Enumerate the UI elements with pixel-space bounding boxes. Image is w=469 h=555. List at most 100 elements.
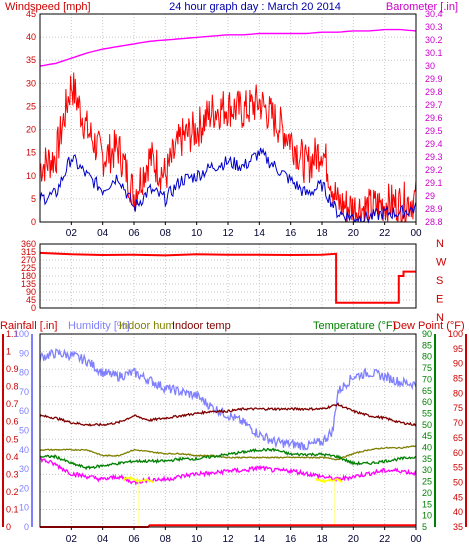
- climate-panel-xtick-label: 00: [410, 534, 422, 545]
- windspeed-axis-tick-label: 15: [26, 148, 36, 158]
- windspeed-axis-tick-label: 25: [26, 101, 36, 111]
- climate-panel-xtick-label: 14: [254, 534, 266, 545]
- humidity-axis-bar: [31, 334, 33, 527]
- climate-panel-xtick-label: 08: [160, 534, 172, 545]
- barometer-axis-tick-label: 30: [425, 61, 435, 71]
- windspeed-axis-tick-label: 45: [26, 9, 36, 19]
- wind-panel-xtick-label: 22: [379, 228, 391, 239]
- climate-panel-xtick-label: 02: [66, 534, 78, 545]
- temperature-axis-tick-label: 70: [422, 374, 432, 384]
- temperature-axis-tick-label: 50: [422, 420, 432, 430]
- direction-axis-tick-label: 315: [21, 247, 36, 257]
- indoor-temp-line: [39, 402, 417, 427]
- dewpoint-highlight-line: [315, 477, 343, 484]
- barometer-axis-tick-label: 29.9: [425, 74, 443, 84]
- wind-panel-xtick-label: 18: [316, 228, 328, 239]
- temperature-axis-tick-label: 85: [422, 340, 432, 350]
- barometer-line: [39, 28, 417, 67]
- direction-axis-tick-label: 180: [21, 271, 36, 281]
- dewpoint-axis-tick-label: 50: [453, 477, 463, 487]
- climate-panel-xtick-label: 10: [191, 534, 203, 545]
- humidity-axis-tick-label: 90: [19, 348, 29, 358]
- humidity-axis-tick-label: 10: [19, 503, 29, 513]
- barometer-axis-tick-label: 29.2: [425, 165, 443, 175]
- dewpoint-axis-tick-label: 60: [453, 448, 463, 458]
- temperature-line: [39, 447, 417, 471]
- dewpoint-axis-tick-label: 100: [448, 329, 463, 339]
- rain-axis-tick-label: 0.6: [6, 417, 19, 427]
- windspeed-axis-tick-label: 30: [26, 78, 36, 88]
- barometer-axis-tick-label: 30.2: [425, 35, 443, 45]
- wind-panel-xtick-label: 04: [97, 228, 109, 239]
- temperature-axis-tick-label: 10: [422, 511, 432, 521]
- humidity-axis-tick-label: 70: [19, 387, 29, 397]
- rain-axis-tick-label: 0.9: [6, 364, 19, 374]
- wind-panel-xtick-label: 02: [66, 228, 78, 239]
- dewpoint-axis-tick-label: 75: [453, 403, 463, 413]
- wind-panel-xtick-label: 20: [348, 228, 360, 239]
- temperature-axis-tick-label: 15: [422, 499, 432, 509]
- rain-axis-tick-label: 0.8: [6, 382, 19, 392]
- windspeed-axis-tick-label: 10: [26, 171, 36, 181]
- humidity-axis-tick-label: 80: [19, 368, 29, 378]
- dewpoint-axis-bar: [465, 334, 467, 527]
- direction-axis-tick-label: 225: [21, 263, 36, 273]
- windspeed-axis-tick-label: 0: [31, 217, 36, 227]
- barometer-axis-tick-label: 28.8: [425, 217, 443, 227]
- wind-panel-xtick-label: 10: [191, 228, 203, 239]
- humidity-axis-tick-label: 100: [14, 329, 29, 339]
- wind-panel-xtick-label: 06: [128, 228, 140, 239]
- compass-label: E: [436, 294, 443, 306]
- rain-axis-tick-label: 0.5: [6, 434, 19, 444]
- wind-panel-xtick-label: 00: [410, 228, 422, 239]
- humidity-axis-tick-label: 40: [19, 445, 29, 455]
- windspeed-axis-label: Windspeed [mph]: [5, 1, 91, 13]
- rain-axis-tick-label: 1.1: [6, 329, 19, 339]
- barometer-axis-tick-label: 29.7: [425, 100, 443, 110]
- dewpoint-axis-tick-label: 40: [453, 507, 463, 517]
- dewpoint-axis-tick-label: 55: [453, 463, 463, 473]
- rain-axis-bar: [2, 334, 4, 527]
- barometer-axis-tick-label: 29: [425, 191, 435, 201]
- temperature-axis-tick-label: 35: [422, 454, 432, 464]
- dewpoint-axis-tick-label: 35: [453, 522, 463, 532]
- direction-axis-tick-label: 360: [21, 239, 36, 249]
- dewpoint-axis-tick-label: 90: [453, 359, 463, 369]
- temperature-axis-tick-label: 65: [422, 386, 432, 396]
- direction-axis-tick-label: 45: [26, 295, 36, 305]
- direction-axis-tick-label: 0: [31, 303, 36, 313]
- temperature-axis-tick-label: 80: [422, 352, 432, 362]
- dewpoint-axis-tick-label: 80: [453, 388, 463, 398]
- wind-panel-xtick-label: 12: [222, 228, 234, 239]
- dewpoint-axis-tick-label: 65: [453, 433, 463, 443]
- chart-title: 24 hour graph day : March 20 2014: [169, 1, 341, 13]
- compass-label: N: [436, 238, 444, 250]
- temperature-axis-label: Temperature (°F): [313, 320, 396, 332]
- wind-panel-xtick-label: 14: [254, 228, 266, 239]
- temperature-axis-tick-label: 60: [422, 397, 432, 407]
- climate-panel-xtick-label: 20: [348, 534, 360, 545]
- compass-label: S: [436, 275, 443, 287]
- barometer-axis-tick-label: 29.6: [425, 113, 443, 123]
- direction-panel-frame: [39, 243, 417, 309]
- dewpoint-line: [39, 456, 417, 486]
- dewpoint-axis-label: Dew Point (°F): [393, 320, 465, 332]
- dewpoint-axis-tick-label: 95: [453, 344, 463, 354]
- climate-panel-xtick-label: 12: [222, 534, 234, 545]
- direction-axis-tick-label: 135: [21, 279, 36, 289]
- temperature-axis-tick-label: 5: [422, 522, 427, 532]
- climate-panel-xtick-label: 18: [316, 534, 328, 545]
- rain-axis-tick-label: 0.1: [6, 504, 19, 514]
- dewpoint-highlight-line: [122, 475, 154, 484]
- barometer-axis-tick-label: 28.9: [425, 204, 443, 214]
- barometer-axis-tick-label: 29.3: [425, 152, 443, 162]
- temperature-axis-tick-label: 25: [422, 477, 432, 487]
- temperature-axis-tick-label: 20: [422, 488, 432, 498]
- gust-line: [39, 147, 417, 224]
- temperature-axis-tick-label: 45: [422, 431, 432, 441]
- windspeed-axis-tick-label: 20: [26, 125, 36, 135]
- direction-axis-tick-label: 90: [26, 287, 36, 297]
- barometer-axis-tick-label: 29.4: [425, 139, 443, 149]
- direction-axis-tick-label: 270: [21, 255, 36, 265]
